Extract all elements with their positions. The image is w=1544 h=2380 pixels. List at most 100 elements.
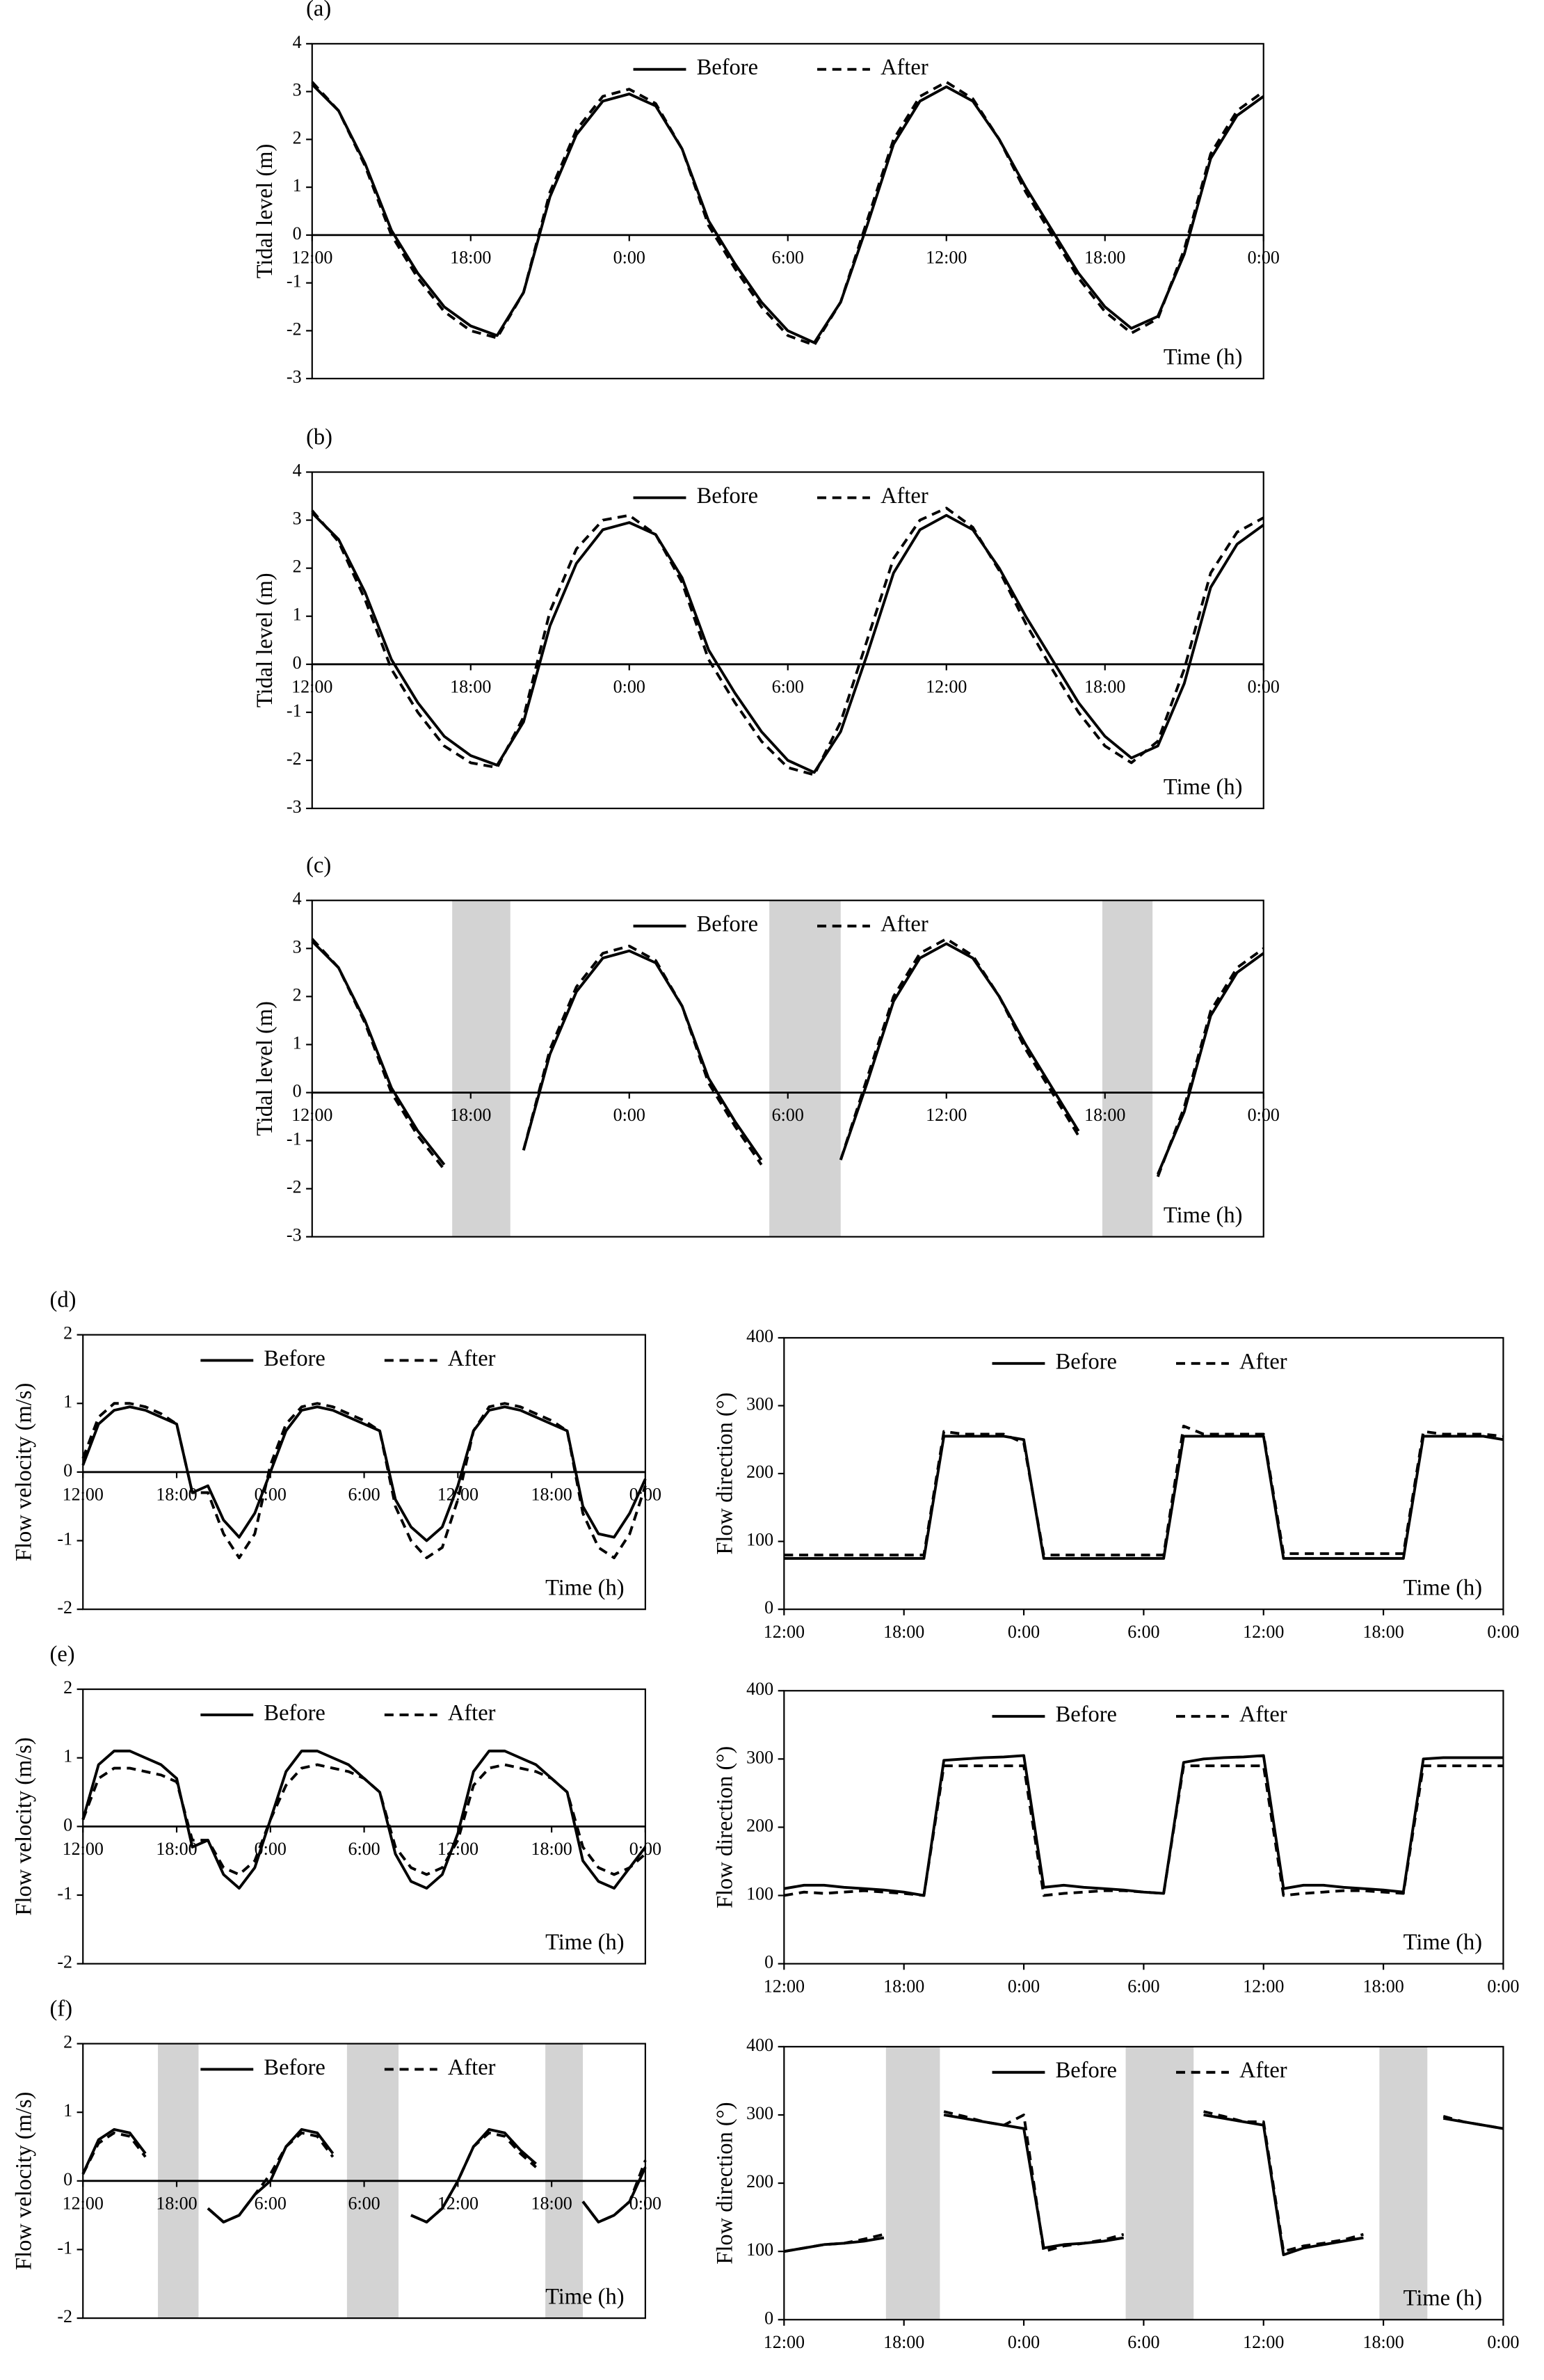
legend-label: Before xyxy=(697,912,758,937)
legend-label: After xyxy=(880,484,928,509)
x-tick-label: 0:00 xyxy=(1008,1622,1040,1642)
y-tick-label: -3 xyxy=(287,797,302,817)
x-tick-label: 18:00 xyxy=(883,2332,924,2352)
y-axis-label: Flow velocity (m/s) xyxy=(11,2092,36,2270)
series-line xyxy=(81,1763,647,1876)
series-line xyxy=(311,83,1264,344)
x-tick-label: 12:00 xyxy=(764,1976,805,1996)
x-axis-label: Time (h) xyxy=(545,2284,624,2309)
y-tick-label: -2 xyxy=(287,319,302,339)
y-axis-label: Flow velocity (m/s) xyxy=(11,1383,36,1561)
x-tick-label: 0:00 xyxy=(613,676,645,696)
y-tick-label: -1 xyxy=(287,1129,302,1149)
shaded-band xyxy=(1102,900,1153,1237)
shaded-band xyxy=(1125,2046,1194,2320)
legend-label: Before xyxy=(697,55,758,80)
panel-label: (f) xyxy=(50,1996,72,2021)
x-tick-label: 18:00 xyxy=(1362,1622,1404,1642)
series-line xyxy=(311,80,1264,346)
x-tick-label: 6:00 xyxy=(348,2193,380,2213)
shaded-band xyxy=(452,900,510,1237)
shaded-band xyxy=(769,900,841,1237)
y-tick-label: -2 xyxy=(57,1597,72,1618)
x-tick-label: 12:00 xyxy=(291,248,332,268)
y-tick-label: -2 xyxy=(287,749,302,769)
x-tick-label: 0:00 xyxy=(1248,248,1280,268)
y-tick-label: 3 xyxy=(293,509,302,529)
x-tick-label: 0:00 xyxy=(629,2193,661,2213)
y-tick-label: 0 xyxy=(764,2308,773,2328)
x-tick-label: 12:00 xyxy=(1243,1622,1284,1642)
series-line xyxy=(81,2127,647,2223)
x-tick-label: 12:00 xyxy=(291,1105,332,1125)
x-axis-label: Time (h) xyxy=(545,1930,624,1955)
legend-label: After xyxy=(1239,1349,1287,1374)
y-tick-label: 1 xyxy=(63,1391,72,1412)
x-axis-label: Time (h) xyxy=(1404,2286,1482,2311)
y-tick-label: 200 xyxy=(746,1815,773,1835)
x-tick-label: 6:00 xyxy=(1127,1622,1159,1642)
y-axis-label: Tidal level (m) xyxy=(252,573,278,708)
y-tick-label: 0 xyxy=(63,1814,72,1835)
x-tick-label: 18:00 xyxy=(531,1485,572,1505)
series-line xyxy=(784,1435,1504,1560)
x-tick-label: 6:00 xyxy=(772,676,804,696)
x-tick-label: 12:00 xyxy=(63,1839,104,1859)
x-tick-label: 18:00 xyxy=(1362,2332,1404,2352)
y-tick-label: 100 xyxy=(746,1884,773,1904)
x-tick-label: 12:00 xyxy=(63,2193,104,2213)
panel-label: (c) xyxy=(306,853,331,878)
x-tick-label: 6:00 xyxy=(1127,2332,1159,2352)
y-tick-label: 3 xyxy=(293,80,302,100)
y-tick-label: 0 xyxy=(293,223,302,243)
y-tick-label: 2 xyxy=(63,2032,72,2052)
legend-label: After xyxy=(448,1346,496,1371)
x-tick-label: 18:00 xyxy=(531,1839,572,1859)
y-axis-label: Tidal level (m) xyxy=(252,144,278,279)
x-tick-label: 12:00 xyxy=(926,676,967,696)
x-tick-label: 18:00 xyxy=(1084,1105,1125,1125)
y-axis-label: Tidal level (m) xyxy=(252,1001,278,1136)
y-tick-label: 0 xyxy=(293,653,302,673)
x-tick-label: 6:00 xyxy=(1127,1976,1159,1996)
legend-label: After xyxy=(880,912,928,937)
y-tick-label: 0 xyxy=(63,2169,72,2189)
x-tick-label: 18:00 xyxy=(883,1622,924,1642)
shaded-band xyxy=(1379,2046,1428,2320)
x-tick-label: 0:00 xyxy=(613,1105,645,1125)
x-tick-label: 18:00 xyxy=(1362,1976,1404,1996)
legend-label: After xyxy=(1239,1702,1287,1727)
x-tick-label: 0:00 xyxy=(1487,1622,1519,1642)
x-tick-label: 12:00 xyxy=(764,2332,805,2352)
y-tick-label: 100 xyxy=(746,2239,773,2260)
x-tick-label: 12:00 xyxy=(926,1105,967,1125)
y-tick-label: 2 xyxy=(63,1323,72,1343)
y-tick-label: 300 xyxy=(746,1393,773,1414)
x-tick-label: 12:00 xyxy=(764,1622,805,1642)
y-tick-label: 0 xyxy=(63,1460,72,1480)
x-tick-label: 0:00 xyxy=(1248,676,1280,696)
y-tick-label: 2 xyxy=(293,557,302,577)
series-line xyxy=(311,506,1264,776)
x-tick-label: 18:00 xyxy=(450,1105,491,1125)
y-tick-label: 200 xyxy=(746,1462,773,1482)
plot-frame xyxy=(311,900,1264,1238)
shaded-band xyxy=(885,2046,940,2320)
series-line xyxy=(81,2131,647,2223)
y-axis-label: Flow direction (°) xyxy=(712,2102,737,2264)
y-axis-label: Flow direction (°) xyxy=(712,1392,737,1554)
y-tick-label: 3 xyxy=(293,936,302,957)
y-tick-label: 1 xyxy=(293,175,302,195)
legend-label: Before xyxy=(264,1700,325,1725)
x-axis-label: Time (h) xyxy=(545,1575,624,1600)
x-tick-label: 18:00 xyxy=(156,2193,197,2213)
series-line xyxy=(311,940,1264,1175)
x-tick-label: 12:00 xyxy=(63,1485,104,1505)
x-tick-label: 18:00 xyxy=(450,248,491,268)
y-tick-label: 4 xyxy=(293,461,302,481)
x-tick-label: 12:00 xyxy=(1243,2332,1284,2352)
y-tick-label: 4 xyxy=(293,888,302,909)
legend-label: Before xyxy=(1056,1349,1117,1374)
